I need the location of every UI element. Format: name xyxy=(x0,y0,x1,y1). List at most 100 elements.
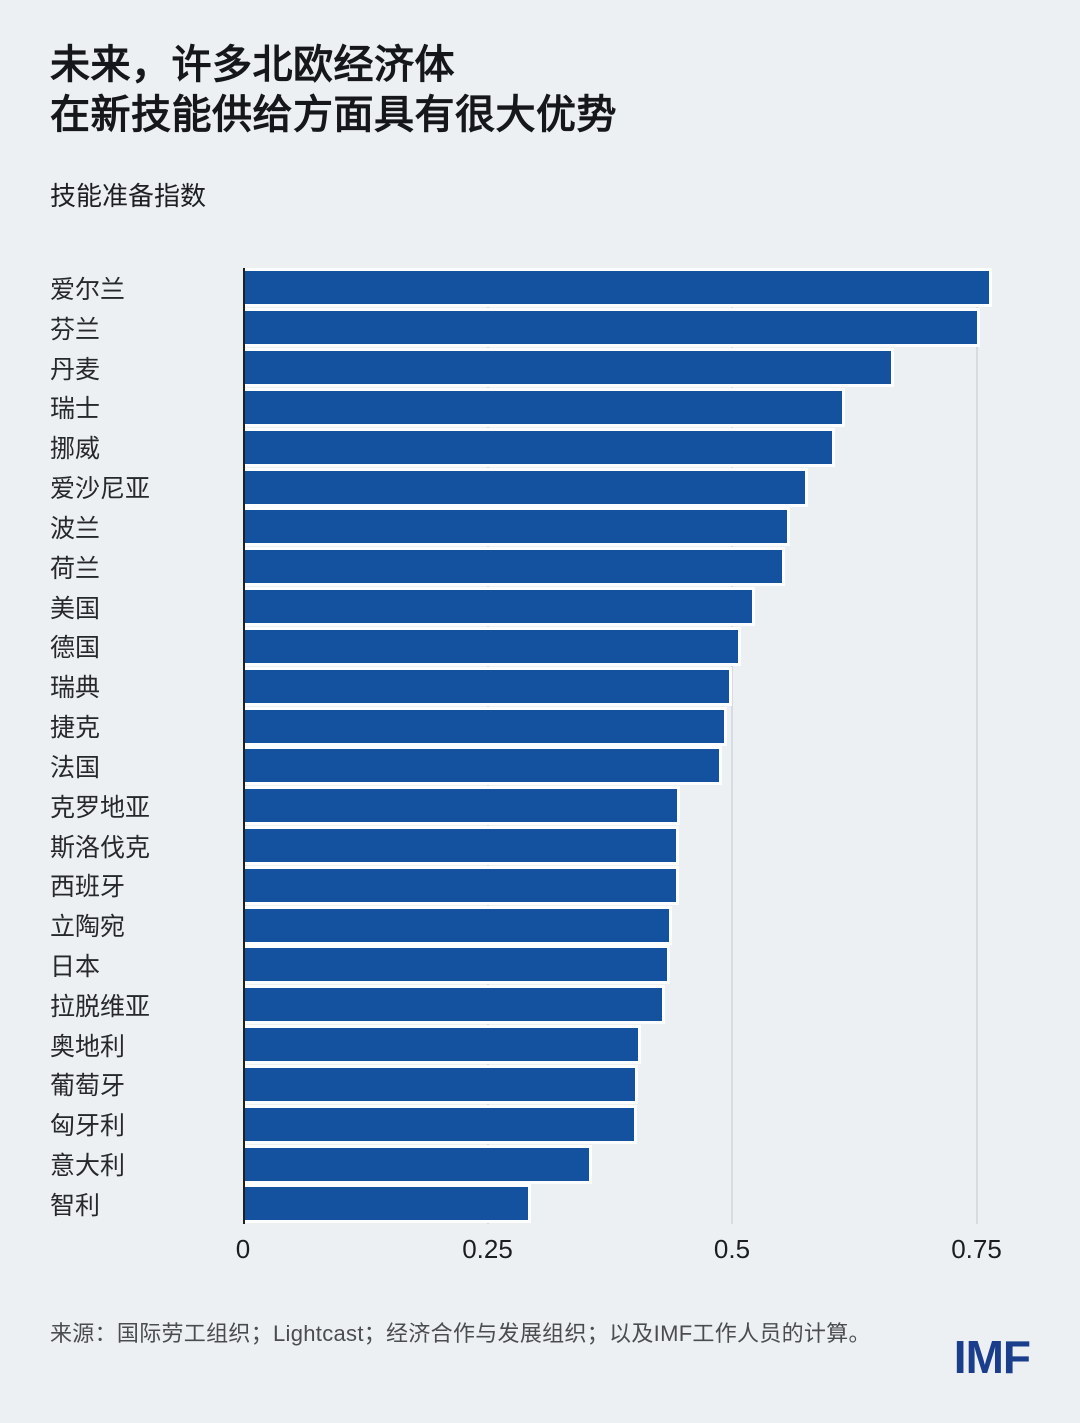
bar-row: 智利 xyxy=(0,1184,1080,1224)
bar xyxy=(243,587,755,627)
bar xyxy=(243,387,845,427)
bar xyxy=(243,945,671,985)
x-tick-label: 0.25 xyxy=(462,1234,513,1264)
bar-row: 葡萄牙 xyxy=(0,1064,1080,1105)
country-label: 拉脱维亚 xyxy=(50,992,151,1021)
gridline xyxy=(731,268,733,1224)
bar-track xyxy=(243,1104,1080,1144)
title-line-1: 未来，许多北欧经济体 xyxy=(50,43,455,87)
bar-track xyxy=(243,786,1080,826)
bar xyxy=(243,746,723,786)
country-label: 奥地利 xyxy=(50,1032,126,1061)
chart-subtitle: 技能准备指数 xyxy=(50,181,207,211)
country-label: 意大利 xyxy=(50,1152,126,1181)
source-note: 来源：国际劳工组织；Lightcast；经济合作与发展组织；以及IMF工作人员的… xyxy=(50,1321,871,1346)
bar-track xyxy=(243,1064,1080,1105)
bar-track xyxy=(243,1184,1080,1224)
bar-row: 日本 xyxy=(0,945,1080,985)
bar-row: 芬兰 xyxy=(0,308,1080,348)
y-axis-line xyxy=(243,268,245,1224)
bar xyxy=(243,865,680,905)
x-tick-label: 0 xyxy=(235,1234,251,1264)
bar-row: 拉脱维亚 xyxy=(0,985,1080,1025)
bar xyxy=(243,985,665,1025)
bar-track xyxy=(243,985,1080,1025)
bar xyxy=(243,1025,642,1065)
country-label: 芬兰 xyxy=(50,315,101,344)
bar xyxy=(243,626,741,666)
bar-track xyxy=(243,268,1080,308)
bar-track xyxy=(243,467,1080,507)
bar xyxy=(243,826,680,865)
bar-row: 奥地利 xyxy=(0,1025,1080,1065)
bar-track xyxy=(243,1144,1080,1184)
bar-row: 意大利 xyxy=(0,1144,1080,1184)
country-label: 日本 xyxy=(50,952,101,981)
bar-row: 爱尔兰 xyxy=(0,268,1080,308)
bar-row: 法国 xyxy=(0,746,1080,786)
bar-track xyxy=(243,587,1080,627)
bar xyxy=(243,467,809,507)
chart-title: 未来，许多北欧经济体在新技能供给方面具有很大优势 xyxy=(50,40,617,140)
country-label: 瑞士 xyxy=(50,395,101,424)
bar-row: 西班牙 xyxy=(0,865,1080,905)
x-tick-label: 0.5 xyxy=(713,1234,751,1264)
bar-track xyxy=(243,1025,1080,1065)
bar-track xyxy=(243,547,1080,587)
gridline xyxy=(975,268,978,1224)
bar-track xyxy=(243,348,1080,388)
bar xyxy=(243,427,835,467)
bar-row: 斯洛伐克 xyxy=(0,826,1080,866)
bar xyxy=(243,507,790,547)
country-label: 挪威 xyxy=(50,435,101,464)
x-axis: 0 0.25 0.5 0.75 xyxy=(0,1224,1080,1270)
bar xyxy=(243,348,895,388)
bar-row: 捷克 xyxy=(0,706,1080,746)
country-label: 斯洛伐克 xyxy=(50,833,151,862)
bar-row: 荷兰 xyxy=(0,547,1080,587)
bar xyxy=(243,308,981,348)
bar xyxy=(243,706,728,746)
country-label: 智利 xyxy=(50,1191,101,1220)
bar-track xyxy=(243,905,1080,945)
bar-row: 美国 xyxy=(0,587,1080,627)
title-line-2: 在新技能供给方面具有很大优势 xyxy=(50,93,617,137)
gridline xyxy=(486,268,489,1224)
bar-track xyxy=(243,507,1080,547)
bar-row: 丹麦 xyxy=(0,348,1080,388)
country-label: 爱沙尼亚 xyxy=(50,475,151,504)
bar-track xyxy=(243,666,1080,706)
country-label: 匈牙利 xyxy=(50,1112,126,1141)
bar-track xyxy=(243,427,1080,467)
bar-rows: 爱尔兰 芬兰 丹麦 瑞士 挪威 爱沙尼亚 波兰 荷兰 xyxy=(0,268,1080,1224)
bar xyxy=(243,666,733,706)
bar-row: 挪威 xyxy=(0,427,1080,467)
bar xyxy=(243,1184,531,1224)
country-label: 荷兰 xyxy=(50,554,101,583)
bar-track xyxy=(243,746,1080,786)
country-label: 西班牙 xyxy=(50,873,126,902)
bar-track xyxy=(243,945,1080,985)
bar-track xyxy=(243,387,1080,427)
bar xyxy=(243,905,673,945)
bar-row: 匈牙利 xyxy=(0,1104,1080,1144)
country-label: 法国 xyxy=(50,753,101,782)
country-label: 葡萄牙 xyxy=(50,1072,126,1101)
bar-track xyxy=(243,706,1080,746)
country-label: 波兰 xyxy=(50,514,101,543)
bar-chart: 爱尔兰 芬兰 丹麦 瑞士 挪威 爱沙尼亚 波兰 荷兰 xyxy=(0,268,1080,1264)
country-label: 爱尔兰 xyxy=(50,275,126,304)
bar xyxy=(243,786,681,826)
bar-track xyxy=(243,308,1080,348)
country-label: 捷克 xyxy=(50,714,101,743)
bar xyxy=(243,547,785,587)
bar-row: 立陶宛 xyxy=(0,905,1080,945)
bar xyxy=(243,268,993,308)
bar xyxy=(243,1104,638,1144)
bar xyxy=(243,1144,593,1184)
country-label: 美国 xyxy=(50,594,101,623)
country-label: 丹麦 xyxy=(50,355,101,384)
country-label: 德国 xyxy=(50,634,101,663)
country-label: 瑞典 xyxy=(50,674,101,703)
